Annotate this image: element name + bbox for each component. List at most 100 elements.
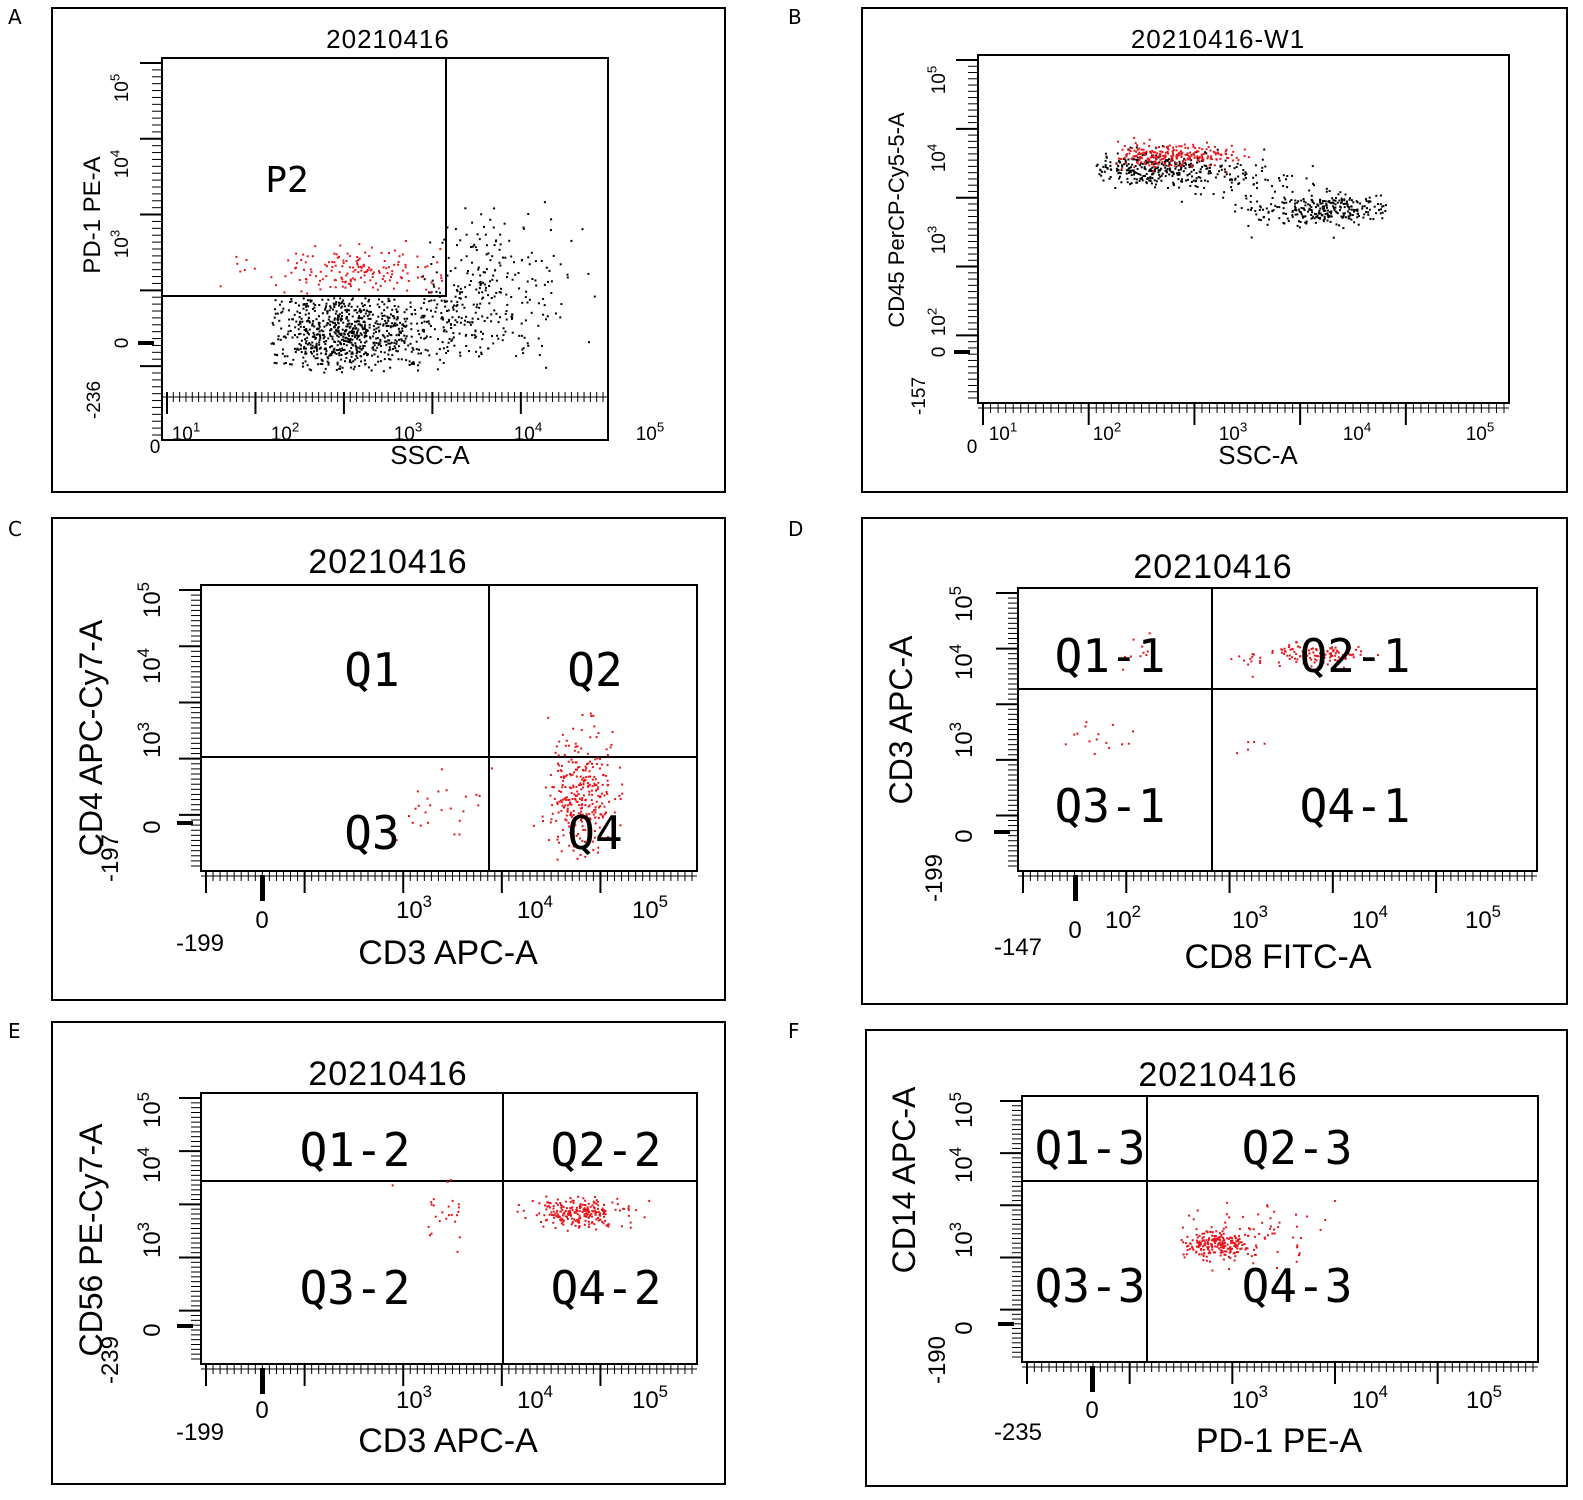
event-point xyxy=(420,307,423,310)
event-point xyxy=(1333,1200,1336,1202)
event-point xyxy=(363,336,366,339)
event-point xyxy=(359,323,362,326)
event-point xyxy=(579,807,582,810)
event-point xyxy=(354,344,357,347)
event-point xyxy=(487,252,490,255)
event-point xyxy=(1281,201,1284,204)
event-point xyxy=(548,1206,551,1209)
event-point xyxy=(1288,654,1291,657)
event-point xyxy=(1064,743,1067,746)
event-point xyxy=(1196,1239,1198,1242)
event-point xyxy=(484,289,487,292)
event-point xyxy=(274,312,277,315)
event-point xyxy=(1258,209,1261,211)
event-point xyxy=(1191,1239,1194,1242)
event-point xyxy=(1223,175,1226,178)
event-point xyxy=(586,1208,589,1211)
event-point xyxy=(1244,174,1246,177)
event-point xyxy=(527,256,530,259)
event-point xyxy=(357,323,360,326)
event-point xyxy=(1324,209,1327,212)
event-point xyxy=(363,341,366,344)
event-point xyxy=(1266,1205,1269,1208)
event-point xyxy=(335,368,338,371)
event-point xyxy=(1178,160,1181,163)
event-point xyxy=(586,1210,589,1213)
event-point xyxy=(1303,200,1306,203)
event-point xyxy=(443,329,446,331)
event-point xyxy=(423,314,426,317)
event-point xyxy=(331,261,334,263)
event-point xyxy=(1368,200,1371,203)
event-point xyxy=(1218,1242,1221,1245)
event-point xyxy=(573,1211,576,1214)
event-point xyxy=(581,825,584,828)
event-point xyxy=(358,365,361,367)
event-point xyxy=(557,769,559,772)
event-point xyxy=(339,365,342,368)
event-point xyxy=(1232,1252,1235,1255)
event-point xyxy=(1332,199,1335,202)
event-point xyxy=(333,318,336,321)
event-point xyxy=(1227,1237,1230,1240)
event-point xyxy=(556,801,559,804)
event-point xyxy=(391,270,394,273)
event-point xyxy=(551,786,554,788)
event-point xyxy=(447,341,450,344)
event-point xyxy=(588,817,591,820)
event-point xyxy=(443,238,446,241)
event-point xyxy=(1316,214,1319,217)
event-point xyxy=(1186,152,1189,155)
event-point xyxy=(422,328,425,331)
event-point xyxy=(437,790,440,793)
event-point xyxy=(1336,201,1339,204)
event-point xyxy=(440,299,443,302)
event-point xyxy=(1244,194,1247,197)
event-point xyxy=(283,335,286,338)
event-point xyxy=(1319,207,1322,210)
event-point xyxy=(557,811,560,814)
event-point xyxy=(1294,202,1296,205)
event-point xyxy=(373,344,376,347)
event-point xyxy=(510,296,513,298)
event-point xyxy=(575,768,578,771)
event-point xyxy=(1246,1247,1249,1250)
event-point xyxy=(236,262,239,265)
event-point xyxy=(470,246,473,248)
event-point xyxy=(219,285,222,288)
event-point xyxy=(389,342,392,345)
gate-label: Q2-1 xyxy=(1300,629,1411,683)
event-point xyxy=(1245,172,1248,175)
event-point xyxy=(1164,160,1167,163)
event-point xyxy=(544,786,547,789)
event-point xyxy=(430,309,432,312)
event-point xyxy=(594,758,597,761)
event-point xyxy=(1186,174,1189,176)
event-point xyxy=(349,341,352,344)
event-point xyxy=(1197,1246,1200,1249)
event-point xyxy=(358,315,361,318)
event-point xyxy=(459,291,462,294)
event-point xyxy=(363,271,366,274)
event-point xyxy=(1166,167,1169,170)
event-point xyxy=(572,809,575,812)
event-point xyxy=(359,324,362,327)
event-point xyxy=(306,364,309,367)
event-point xyxy=(414,312,417,315)
event-point xyxy=(1267,1234,1269,1237)
event-point xyxy=(1143,166,1146,169)
event-point xyxy=(487,347,490,350)
event-point xyxy=(349,359,352,362)
event-point xyxy=(1135,178,1138,181)
event-point xyxy=(1165,159,1168,162)
event-point xyxy=(383,336,386,339)
event-point xyxy=(493,295,496,298)
event-point xyxy=(481,291,484,294)
event-point xyxy=(1282,185,1285,187)
x-tick-label: 0 xyxy=(1085,1397,1098,1424)
event-point xyxy=(1183,1256,1186,1259)
event-point xyxy=(368,255,371,257)
event-point xyxy=(386,306,389,309)
event-point xyxy=(555,1202,558,1205)
x-axis-label: CD3 APC-A xyxy=(358,934,538,972)
